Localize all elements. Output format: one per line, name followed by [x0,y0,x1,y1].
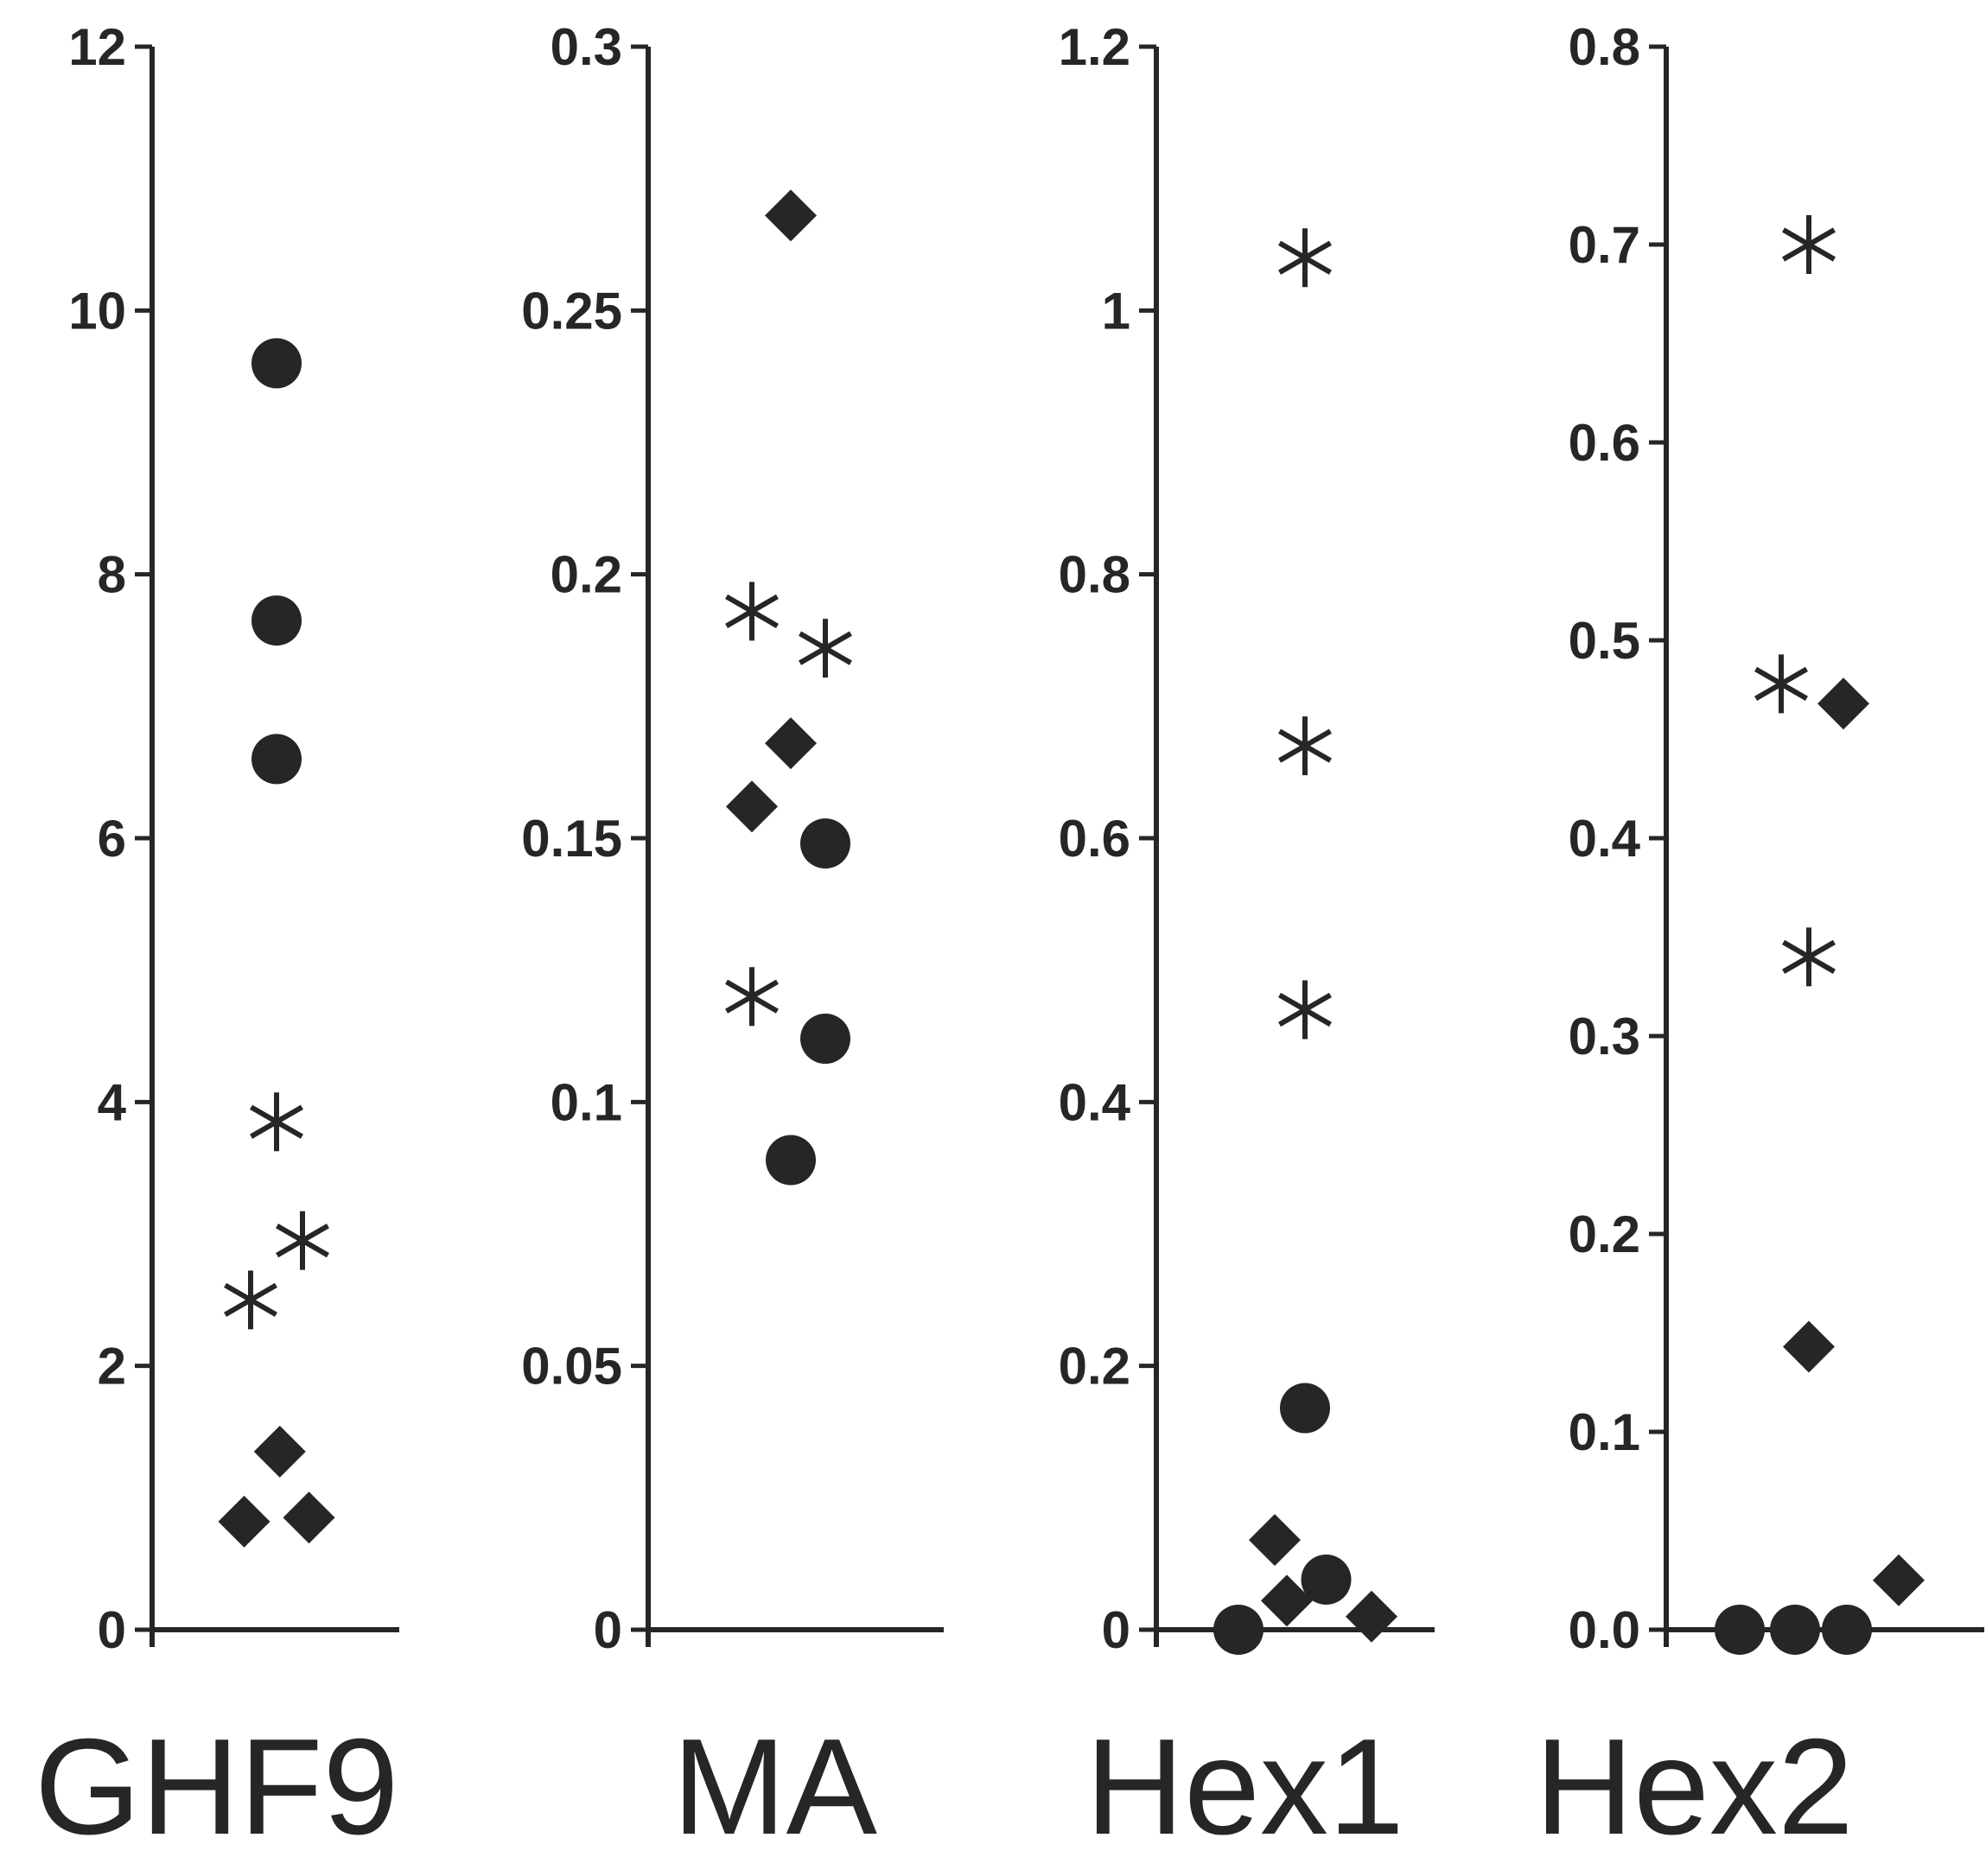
data-point-asterisk [1782,215,1836,274]
data-point-asterisk [224,1270,277,1330]
y-tick-label: 0.3 [551,18,622,76]
data-point-asterisk [725,967,779,1027]
panel-title: GHF9 [35,1711,398,1863]
data-point-diamond [253,1425,306,1478]
y-tick-label: 0.05 [521,1338,622,1396]
y-tick-label: 0.1 [1569,1403,1640,1461]
data-point-asterisk [725,582,779,641]
y-tick-label: 2 [98,1338,126,1396]
y-tick-label: 4 [98,1073,127,1131]
y-tick-label: 0.2 [1059,1338,1130,1396]
data-point-diamond [765,189,817,242]
y-tick-label: 0.5 [1569,612,1640,670]
data-point-circle [251,734,302,785]
data-point-diamond [1817,677,1869,730]
panel-title: Hex2 [1535,1711,1854,1863]
y-tick-label: 0.2 [551,546,622,604]
y-tick-label: 0.0 [1569,1601,1640,1659]
panel-ma: 0 0.05 0.1 0.15 0.2 0.25 0.3 MA [521,18,944,1863]
y-tick-label: 0.4 [1569,810,1641,868]
y-tick-label: 8 [98,546,126,604]
data-point-asterisk [250,1092,303,1152]
data-point-diamond [765,717,817,770]
y-tick-label: 0.7 [1569,216,1640,274]
panel-title: MA [672,1711,878,1863]
y-tick-label: 0.6 [1569,414,1640,472]
data-point-diamond [1873,1554,1925,1606]
data-point-diamond [1261,1574,1313,1627]
y-tick-label: 6 [98,810,126,868]
panel-hex1: 0 0.2 0.4 0.6 0.8 1 1.2 Hex1 [1059,18,1435,1863]
y-tick-label: 0.2 [1569,1205,1640,1263]
data-point-diamond [1249,1514,1301,1567]
y-tick-label: 0 [98,1601,126,1659]
data-point-asterisk [1754,654,1808,714]
data-point-circle [766,1135,816,1186]
y-tick-label: 10 [68,282,126,340]
data-point-asterisk [1782,927,1836,987]
y-tick-label: 0 [1102,1601,1130,1659]
data-point-asterisk [1278,980,1332,1040]
data-point-circle [1715,1605,1765,1655]
data-point-circle [1213,1605,1264,1655]
data-point-circle [800,1014,850,1065]
data-point-diamond [1346,1590,1397,1643]
data-point-circle [1280,1383,1330,1434]
y-tick-label: 0 [594,1601,622,1659]
data-point-asterisk [1278,228,1332,288]
y-tick-label: 0.4 [1059,1073,1131,1131]
y-tick-label: 0.25 [521,282,622,340]
data-point-asterisk [276,1211,329,1270]
data-point-circle [1822,1605,1872,1655]
y-tick-label: 0.8 [1569,18,1640,76]
y-tick-label: 12 [68,18,126,76]
data-point-asterisk [799,619,852,678]
data-point-diamond [726,780,778,833]
y-tick-label: 0.15 [521,810,622,868]
data-point-circle [251,338,302,389]
data-point-diamond [283,1491,335,1544]
data-point-diamond [1783,1320,1835,1373]
y-tick-label: 0.6 [1059,810,1130,868]
data-point-diamond [218,1495,271,1548]
y-tick-label: 1 [1102,282,1130,340]
data-point-circle [251,595,302,646]
data-point-circle [1301,1554,1352,1605]
data-point-circle [1770,1605,1820,1655]
y-tick-label: 1.2 [1059,18,1130,76]
y-tick-label: 0.1 [551,1073,622,1131]
y-tick-label: 0.8 [1059,546,1130,604]
y-tick-label: 0.3 [1569,1008,1640,1065]
panel-hex2: 0.0 0.1 0.2 0.3 0.4 0.5 0.6 0.7 0.8 Hex2 [1535,18,1984,1863]
panel-ghf9: 0 2 4 6 8 10 12 GHF9 [35,18,399,1863]
data-point-asterisk [1278,716,1332,776]
panel-title: Hex1 [1085,1711,1404,1863]
data-point-circle [800,818,850,869]
